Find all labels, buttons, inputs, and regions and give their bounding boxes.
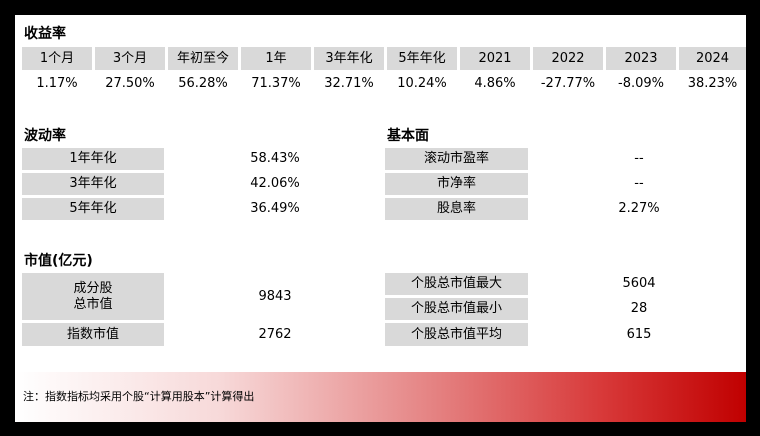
volatility-label-1y: 1年年化 (22, 148, 164, 170)
returns-header-2021: 2021 (460, 47, 530, 70)
fundamentals-label-dividend: 股息率 (385, 198, 528, 220)
returns-header-1y: 1年 (241, 47, 311, 70)
returns-header-1m: 1个月 (22, 47, 92, 70)
stock-cap-max-label: 个股总市值最大 (385, 273, 528, 295)
fundamentals-value-pe: -- (634, 151, 644, 166)
volatility-value-3y: 42.06% (250, 176, 300, 191)
stock-cap-avg-label: 个股总市值平均 (385, 323, 528, 346)
returns-value-ytd: 56.28% (178, 76, 228, 91)
returns-value-3y: 32.71% (324, 76, 374, 91)
fundamentals-label-pb: 市净率 (385, 173, 528, 195)
fundamentals-value-pb: -- (634, 176, 644, 191)
index-cap-label: 指数市值 (22, 323, 164, 346)
returns-value-1m: 1.17% (36, 76, 78, 91)
returns-header-2022: 2022 (533, 47, 603, 70)
returns-header-ytd: 年初至今 (168, 47, 238, 70)
fundamentals-label-pe: 滚动市盈率 (385, 148, 528, 170)
index-cap-value: 2762 (258, 326, 292, 342)
returns-value-3m: 27.50% (105, 76, 155, 91)
volatility-title: 波动率 (24, 128, 66, 144)
volatility-label-3y: 3年年化 (22, 173, 164, 195)
stock-cap-max-value: 5604 (622, 276, 656, 291)
stock-cap-min-value: 28 (630, 301, 648, 316)
returns-title: 收益率 (24, 26, 66, 42)
returns-header-2024: 2024 (679, 47, 746, 70)
constituent-total-cap-label-line2: 总市值 (73, 296, 113, 312)
returns-header-5y: 5年年化 (387, 47, 457, 70)
footer-banner: 注：指数指标均采用个股“计算用股本”计算得出 (15, 372, 746, 422)
footer-note: 注：指数指标均采用个股“计算用股本”计算得出 (23, 390, 255, 403)
constituent-total-cap-value: 9843 (258, 288, 292, 304)
returns-header-2023: 2023 (606, 47, 676, 70)
volatility-value-5y: 36.49% (250, 201, 300, 216)
returns-header-3y: 3年年化 (314, 47, 384, 70)
returns-value-2022: -27.77% (540, 76, 596, 91)
returns-header-3m: 3个月 (95, 47, 165, 70)
stock-cap-min-label: 个股总市值最小 (385, 298, 528, 320)
market-cap-title: 市值(亿元) (24, 253, 93, 269)
index-stats-panel: 收益率 1个月 3个月 年初至今 1年 3年年化 5年年化 2021 2022 … (15, 15, 746, 422)
volatility-label-5y: 5年年化 (22, 198, 164, 220)
returns-value-2024: 38.23% (687, 76, 738, 91)
fundamentals-title: 基本面 (387, 128, 429, 144)
returns-value-2023: -8.09% (618, 76, 664, 91)
constituent-total-cap-label-line1: 成分股 (73, 280, 113, 296)
returns-value-2021: 4.86% (474, 76, 516, 91)
stock-cap-avg-value: 615 (626, 326, 652, 342)
fundamentals-value-dividend: 2.27% (618, 201, 660, 216)
returns-value-5y: 10.24% (397, 76, 447, 91)
volatility-value-1y: 58.43% (250, 151, 300, 166)
constituent-total-cap-label: 成分股 总市值 (22, 273, 164, 320)
returns-value-1y: 71.37% (251, 76, 301, 91)
